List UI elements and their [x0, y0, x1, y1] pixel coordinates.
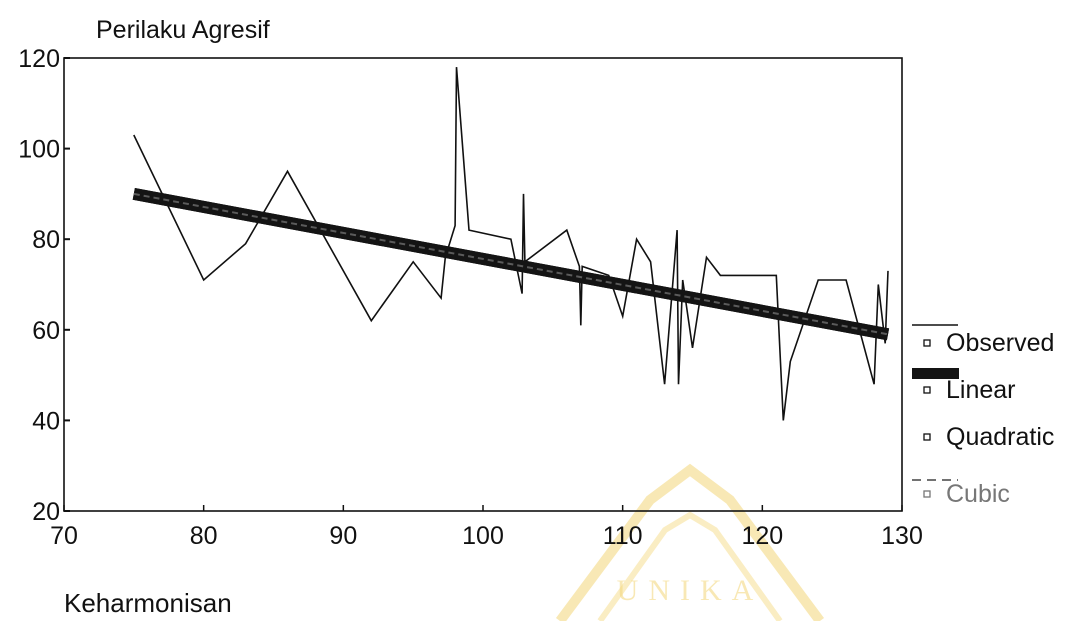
series-cubic-line — [133, 192, 889, 336]
legend-linear-swatch — [912, 368, 959, 379]
chart-title: Perilaku Agresif — [96, 16, 270, 44]
legend-linear-marker — [923, 386, 931, 394]
watermark-text: UNIKA — [617, 574, 764, 607]
watermark-logo: UNIKA — [555, 463, 825, 624]
x-tick-label: 120 — [741, 522, 783, 550]
watermark-shape — [555, 463, 825, 624]
x-axis: 70 80 90 100 110 120 130 — [50, 505, 923, 550]
legend-observed-label: Observed — [946, 329, 1054, 357]
x-tick-label: 130 — [881, 522, 923, 550]
y-tick-label: 80 — [32, 226, 60, 254]
y-axis: 20 40 60 80 100 120 — [18, 45, 70, 526]
watermark-shape-inner — [597, 511, 783, 623]
y-tick-label: 100 — [18, 136, 60, 164]
y-tick-label: 20 — [32, 498, 60, 526]
legend-observed-marker — [923, 339, 931, 347]
series-observed-line — [133, 67, 889, 421]
x-axis-label: Keharmonisan — [64, 588, 232, 618]
legend-cubic-label: Cubic — [946, 480, 1010, 508]
y-tick-label: 60 — [32, 317, 60, 345]
legend-cubic-marker — [923, 490, 931, 498]
y-tick-label: 120 — [18, 45, 60, 73]
x-tick-label: 110 — [603, 522, 643, 550]
x-tick-label: 80 — [190, 522, 218, 550]
y-tick-label: 40 — [32, 407, 60, 435]
legend: Observed Linear Quadratic Cubic — [912, 324, 1054, 508]
x-tick-label: 90 — [329, 522, 357, 550]
x-tick-label: 70 — [50, 522, 78, 550]
legend-quadratic-marker — [923, 433, 931, 441]
legend-quadratic-label: Quadratic — [946, 423, 1054, 451]
x-tick-label: 100 — [462, 522, 504, 550]
legend-linear-label: Linear — [946, 376, 1016, 404]
series-layer — [132, 67, 890, 421]
